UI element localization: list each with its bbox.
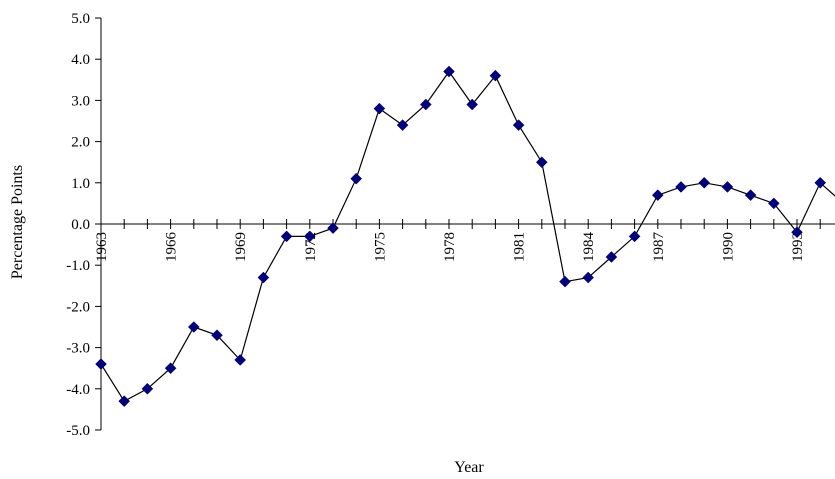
x-tick-label: 1972 (303, 232, 319, 262)
y-tick-label: 3.0 (71, 93, 90, 109)
data-point (350, 172, 363, 185)
x-tick-label: 1984 (581, 232, 597, 263)
data-point (303, 230, 316, 243)
x-tick-labels: 1963 1966 1969 1972 1975 1978 1981 1984 1987 1990… (94, 232, 806, 263)
data-point (118, 395, 131, 408)
y-tick-label: -4.0 (66, 382, 90, 398)
data-point (559, 275, 571, 288)
data-point (698, 176, 711, 189)
data-point (605, 251, 618, 263)
data-point (721, 181, 734, 193)
x-tick-label: 1969 (233, 232, 249, 262)
x-tick-label: 1990 (720, 232, 736, 262)
data-point (373, 102, 386, 115)
data-point (257, 271, 270, 284)
y-tick-label: -5.0 (66, 423, 90, 439)
data-point (767, 197, 780, 210)
data-point (187, 321, 200, 333)
x-ticks (100, 219, 821, 229)
x-tick-label: 1993 (790, 232, 806, 262)
data-point (651, 189, 664, 202)
y-tick-label: -2.0 (66, 299, 90, 315)
x-tick-label: 1987 (651, 232, 667, 263)
y-tick-labels: 5.0 4.0 3.0 2.0 1.0 0.0 -1.0 -2.0 -3.0 -4.0 -5.0 (66, 11, 90, 439)
data-point (164, 362, 177, 375)
data-point (814, 176, 827, 189)
data-markers (95, 65, 827, 408)
data-point (582, 271, 595, 284)
data-point (489, 69, 502, 82)
data-point (675, 181, 687, 193)
data-point (791, 226, 803, 239)
data-point (512, 119, 525, 131)
y-tick-label: 4.0 (71, 52, 90, 68)
y-tick-label: -1.0 (66, 258, 90, 274)
data-point (211, 329, 223, 342)
data-point (396, 119, 409, 131)
y-tick-label: 0.0 (71, 217, 90, 233)
data-point (535, 156, 548, 169)
data-point (744, 189, 757, 202)
y-ticks (95, 17, 101, 431)
data-point (141, 382, 154, 395)
y-tick-label: -3.0 (66, 341, 90, 357)
data-point (234, 354, 247, 366)
data-point (280, 230, 293, 243)
y-tick-label: 2.0 (71, 135, 90, 151)
x-tick-label: 1981 (512, 232, 528, 262)
y-tick-label: 1.0 (71, 176, 90, 192)
x-tick-label: 1966 (164, 232, 180, 263)
data-point (327, 222, 339, 234)
x-tick-label: 1978 (442, 232, 458, 262)
x-tick-label: 1963 (94, 232, 110, 262)
data-point (443, 65, 455, 78)
x-tick-label: 1975 (372, 232, 388, 262)
data-point (95, 358, 107, 370)
y-tick-label: 5.0 (71, 11, 90, 27)
y-axis-title: Percentage Points (9, 165, 26, 279)
data-point (628, 230, 641, 243)
x-axis-title: Year (454, 459, 484, 476)
data-point (466, 98, 479, 111)
data-point (419, 98, 432, 111)
